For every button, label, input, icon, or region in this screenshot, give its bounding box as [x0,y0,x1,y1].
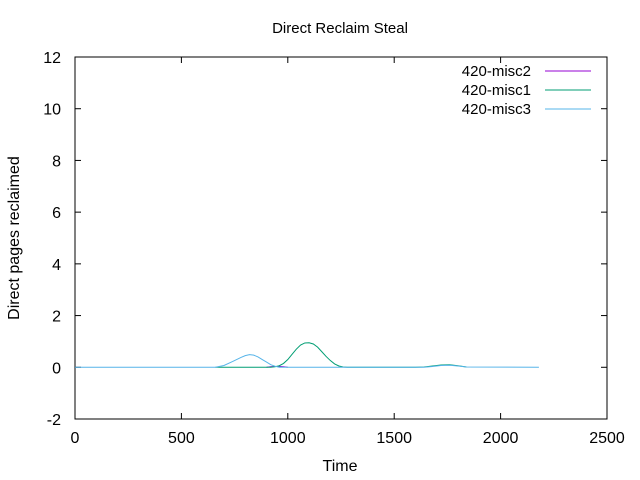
y-tick-label: 2 [52,309,61,326]
y-tick-label: 8 [52,153,61,170]
y-axis-title: Direct pages reclaimed [6,156,23,320]
y-tick-label: 4 [52,257,61,274]
x-tick-label: 2000 [483,430,519,447]
y-tick-label: 10 [43,102,61,119]
x-tick-label: 1500 [376,430,412,447]
y-tick-label: -2 [47,412,61,429]
legend-label: 420-misc2 [462,63,531,80]
y-tick-label: 0 [52,360,61,377]
chart-title: Direct Reclaim Steal [272,20,408,37]
x-axis: 0 500 1000 1500 2000 2500 [71,57,625,447]
y-tick-label: 12 [43,50,61,67]
y-tick-label: 6 [52,205,61,222]
series-lines [75,342,539,368]
x-tick-label: 1000 [270,430,306,447]
x-axis-title: Time [323,458,358,475]
legend-label: 420-misc3 [462,101,531,118]
plot-area [74,56,608,420]
legend: 420-misc2 420-misc1 420-misc3 [462,63,591,118]
x-tick-label: 2500 [589,430,625,447]
legend-label: 420-misc1 [462,82,531,99]
plot-frame [74,56,608,420]
y-axis: -2 0 2 4 6 8 10 12 [43,50,607,429]
x-tick-label: 0 [71,430,80,447]
series-line-420-misc3 [75,354,539,368]
x-tick-label: 500 [168,430,195,447]
